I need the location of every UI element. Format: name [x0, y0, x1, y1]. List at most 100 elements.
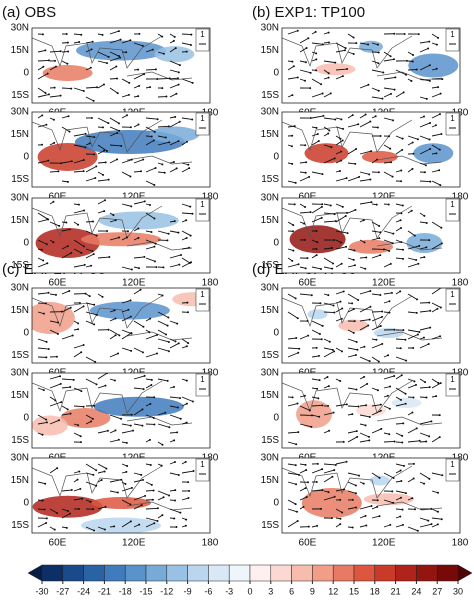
vector-head: [339, 137, 342, 140]
wind-vector: [335, 177, 347, 182]
vector-head: [52, 200, 55, 203]
vector-head: [315, 126, 318, 129]
wind-vector: [133, 495, 146, 501]
anomaly: [301, 488, 362, 518]
vector-head: [392, 501, 395, 504]
vector-head: [393, 32, 396, 35]
vector-head: [151, 498, 154, 501]
wind-vector: [383, 76, 396, 80]
vector-head: [152, 416, 155, 419]
vector-head: [352, 36, 355, 39]
anomaly: [413, 143, 454, 164]
vector-head: [341, 307, 344, 310]
vector-head: [355, 388, 358, 391]
wind-vector: [287, 65, 295, 71]
vector-head: [191, 212, 194, 215]
lat-label: 30N: [11, 368, 29, 379]
vector-head: [425, 246, 428, 249]
wind-vector: [371, 404, 381, 407]
wind-vector: [431, 490, 439, 494]
wind-vector: [407, 478, 414, 483]
wind-vector: [97, 526, 106, 530]
vector-head: [165, 333, 168, 336]
wind-vector: [335, 318, 342, 322]
vector-head: [89, 66, 92, 69]
vector-head: [411, 167, 414, 170]
coastline: [376, 416, 443, 426]
vector-head: [93, 153, 96, 156]
map-frame: [281, 287, 461, 364]
vector-head: [386, 394, 389, 397]
vector-head: [163, 171, 166, 174]
vector-head: [401, 508, 404, 511]
wind-vector: [431, 308, 438, 313]
map: [282, 373, 460, 448]
coastline: [282, 380, 413, 414]
wind-vector: [347, 248, 355, 251]
vector-head: [56, 512, 59, 515]
vector-head: [346, 68, 349, 71]
vector-head: [105, 150, 108, 153]
colorbar-segment: [374, 564, 396, 582]
wind-vector: [109, 414, 122, 420]
wind-vector: [73, 33, 82, 36]
vector-head: [153, 522, 156, 525]
wind-vector: [37, 66, 44, 71]
vector-head: [127, 308, 130, 311]
vector-head: [141, 424, 144, 427]
coastline: [32, 35, 163, 69]
vector-head: [88, 295, 91, 298]
vector-head: [66, 41, 69, 44]
vector-head: [90, 48, 93, 51]
vector-head: [117, 352, 120, 355]
wind-vector: [133, 289, 141, 295]
vector-head: [405, 59, 408, 62]
lat-label: 0: [23, 498, 29, 509]
vector-head: [417, 33, 420, 36]
wind-vector: [169, 121, 180, 128]
vector-head: [380, 427, 383, 430]
vector-head: [140, 504, 143, 507]
vector-head: [412, 462, 415, 465]
map: [32, 458, 210, 533]
vector-head: [70, 160, 73, 163]
anomaly: [356, 404, 386, 417]
wind-vector: [145, 239, 156, 245]
anomaly: [149, 126, 200, 143]
vector-head: [304, 144, 307, 147]
vector-head: [389, 262, 392, 265]
map-bg: [282, 288, 460, 363]
wind-vector: [323, 347, 333, 351]
vector-head: [129, 299, 132, 302]
wind-vector: [181, 497, 189, 501]
vector-head: [368, 318, 371, 321]
wind-vector: [145, 481, 153, 486]
wind-vector: [431, 93, 441, 98]
vector-head: [125, 441, 128, 444]
wind-vector: [335, 403, 347, 407]
vector-head: [438, 148, 441, 151]
wind-vector: [323, 203, 331, 206]
vector-head: [320, 83, 323, 86]
coastline: [32, 465, 163, 499]
vector-head: [137, 95, 140, 98]
vector-head: [82, 405, 85, 408]
wind-vector: [73, 387, 82, 392]
wind-vector: [133, 375, 145, 380]
vector-head: [114, 219, 117, 222]
wind-vector: [85, 311, 98, 316]
vector-head: [185, 140, 188, 143]
vector-head: [175, 526, 178, 529]
wind-vector: [121, 430, 134, 434]
wind-vector: [85, 48, 92, 53]
wind-vector: [311, 468, 323, 474]
vector-head: [317, 397, 320, 400]
wind-vector: [383, 524, 391, 528]
vector-head: [326, 375, 329, 378]
vector-head: [355, 340, 358, 343]
vector-head: [332, 411, 335, 414]
wind-vector: [407, 245, 420, 250]
vector-head: [364, 514, 367, 517]
vector-head: [317, 354, 320, 357]
vector-head: [91, 417, 94, 420]
